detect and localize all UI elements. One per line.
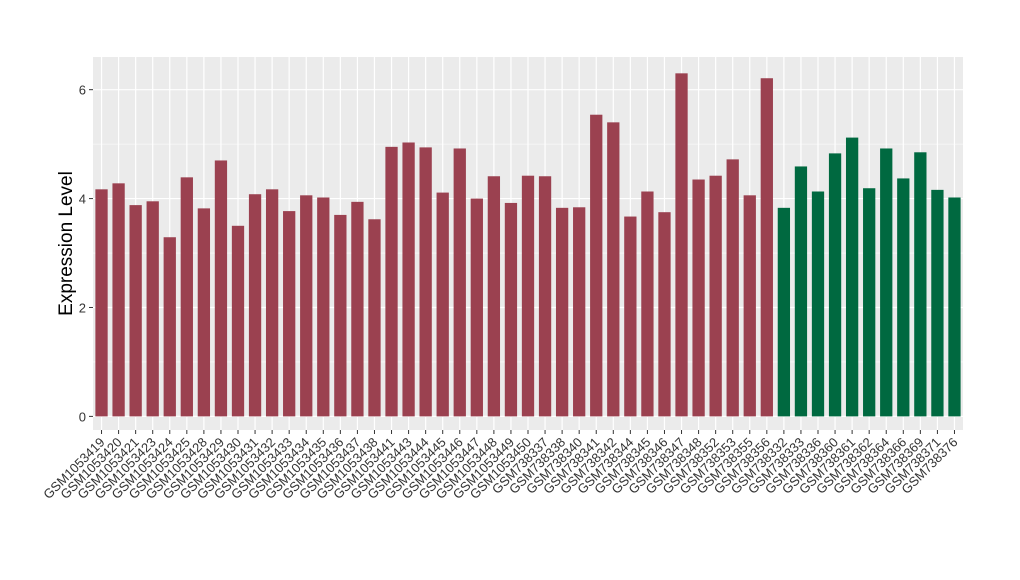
bar-GSM1053447	[470, 198, 483, 417]
bar-GSM1053432	[265, 189, 279, 417]
y-tick-label: 0	[79, 409, 86, 424]
bar-GSM738360	[828, 153, 842, 417]
bar-GSM1053419	[95, 189, 108, 417]
bar-GSM1053434	[300, 195, 313, 417]
bar-GSM1053450	[521, 175, 535, 417]
x-axis: GSM1053419GSM1053420GSM1053421GSM1053423…	[40, 430, 961, 502]
bar-GSM738348	[692, 179, 705, 417]
y-tick-label: 6	[79, 83, 86, 98]
y-axis-title: Expression Level	[56, 171, 77, 316]
y-axis: 0 2 4 6	[79, 83, 93, 424]
bar-GSM738332	[777, 207, 791, 417]
bars	[95, 73, 961, 417]
bar-GSM1053441	[385, 146, 398, 417]
bar-GSM1053421	[129, 205, 142, 417]
bar-GSM1053449	[504, 202, 518, 417]
y-tick-label: 2	[79, 300, 86, 315]
bar-GSM738355	[743, 195, 756, 417]
bar-GSM1053431	[248, 194, 262, 417]
bar-GSM738347	[675, 73, 688, 417]
bar-GSM1053446	[453, 148, 466, 417]
bar-GSM738376	[948, 197, 961, 417]
bar-GSM738337	[538, 176, 552, 417]
bar-GSM1053443	[402, 142, 415, 417]
bar-GSM738364	[880, 148, 893, 417]
bar-GSM1053433	[283, 211, 296, 417]
bar-GSM738362	[863, 188, 876, 417]
bar-GSM738346	[658, 212, 671, 417]
bar-GSM738369	[914, 152, 927, 417]
bar-GSM738338	[555, 207, 569, 417]
bar-GSM1053448	[487, 176, 501, 417]
bar-GSM738371	[931, 189, 944, 417]
bar-GSM738345	[641, 191, 654, 417]
bar-GSM738340	[573, 207, 586, 417]
bar-GSM1053445	[436, 192, 449, 417]
bar-GSM1053444	[419, 147, 432, 417]
bar-GSM1053430	[231, 225, 245, 417]
bar-GSM1053420	[112, 183, 125, 417]
bar-GSM738344	[624, 216, 637, 417]
bar-GSM738353	[726, 159, 739, 417]
bar-GSM1053436	[334, 214, 347, 417]
bar-GSM738341	[590, 114, 603, 417]
y-tick-label: 4	[79, 192, 86, 207]
bar-GSM1053435	[317, 197, 330, 417]
bar-GSM1053423	[146, 201, 159, 417]
bar-GSM738336	[811, 191, 825, 417]
bar-GSM1053429	[214, 160, 228, 417]
bar-GSM738366	[897, 178, 910, 417]
bar-GSM1053425	[180, 177, 193, 417]
bar-GSM738333	[794, 166, 808, 417]
bar-GSM1053424	[163, 237, 176, 417]
bar-GSM738356	[760, 78, 773, 417]
bar-GSM738352	[709, 175, 722, 417]
bar-GSM738342	[607, 122, 620, 417]
bar-GSM1053437	[351, 201, 364, 417]
bar-GSM738361	[845, 137, 859, 417]
bar-GSM1053438	[368, 219, 381, 417]
bar-GSM1053428	[197, 208, 211, 417]
